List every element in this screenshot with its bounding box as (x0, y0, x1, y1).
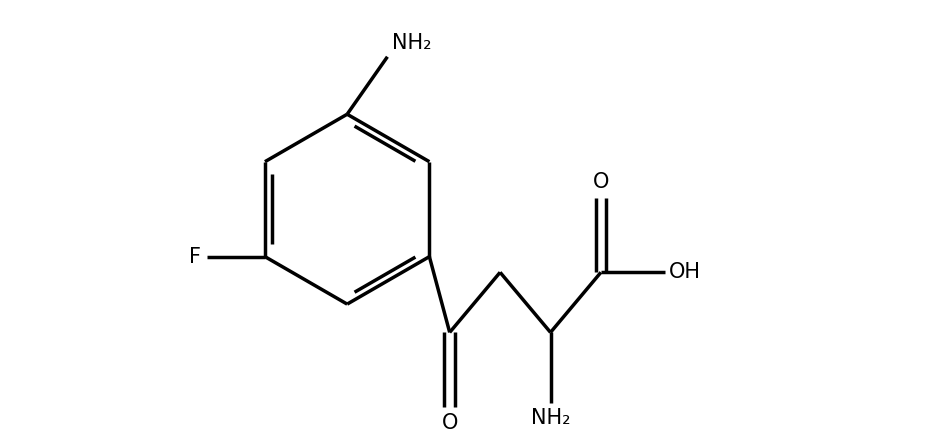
Text: O: O (593, 172, 609, 192)
Text: O: O (442, 413, 458, 433)
Text: NH₂: NH₂ (392, 34, 431, 54)
Text: F: F (189, 247, 202, 267)
Text: NH₂: NH₂ (530, 409, 570, 428)
Text: OH: OH (669, 262, 701, 283)
